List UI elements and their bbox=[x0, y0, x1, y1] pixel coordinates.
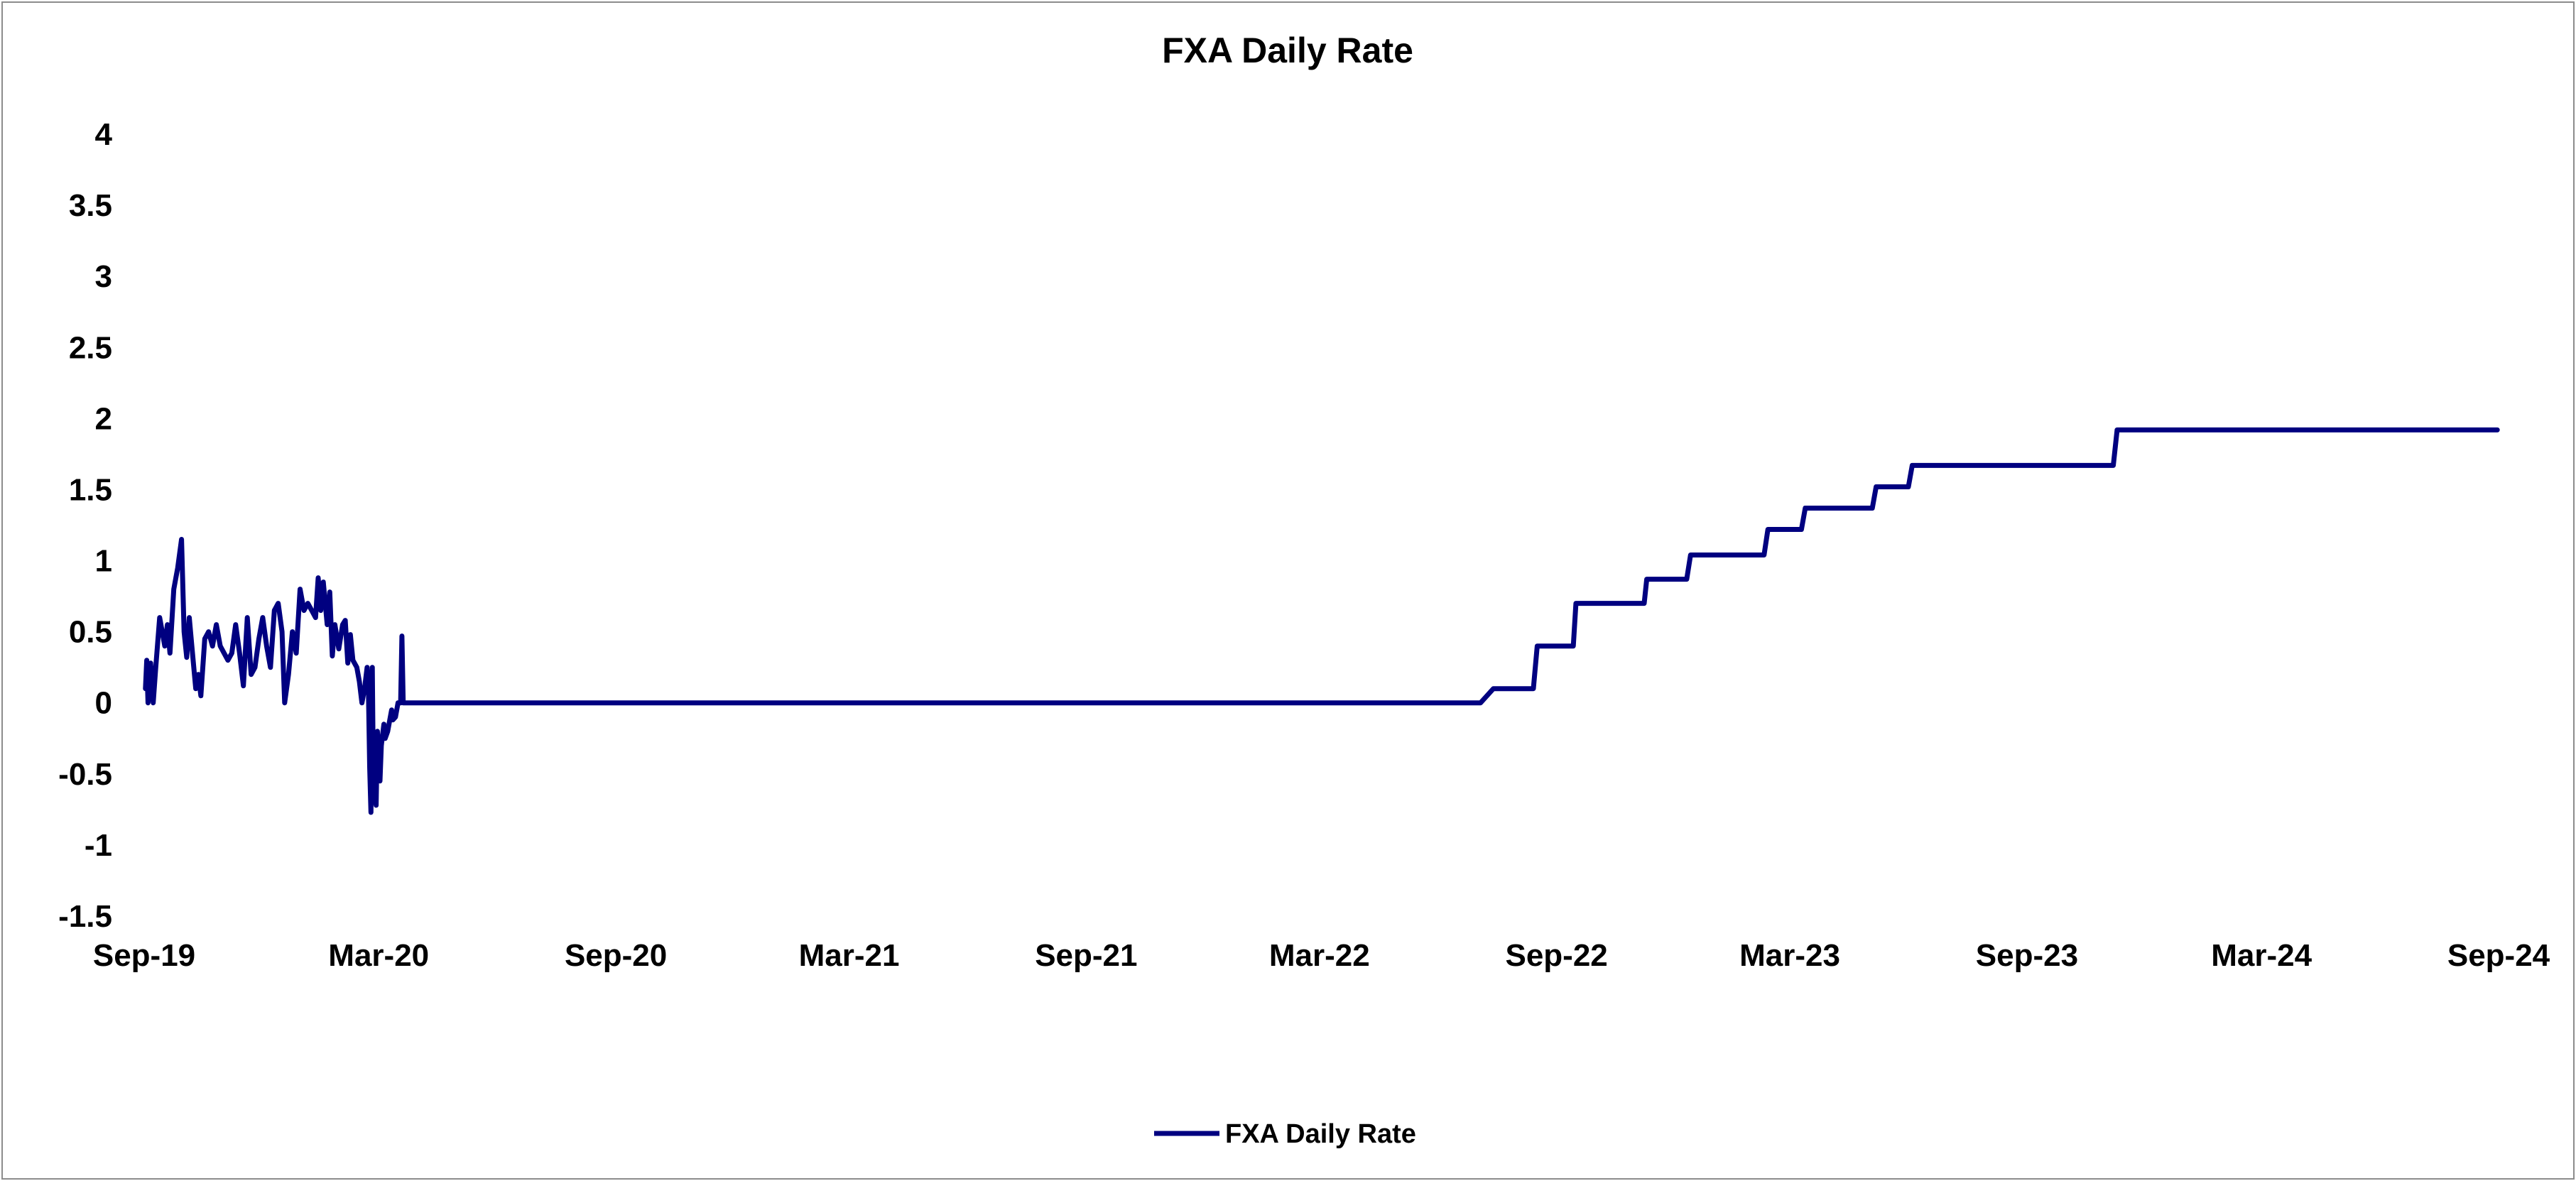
y-tick-label: 0.5 bbox=[69, 615, 112, 650]
y-tick-label: 3.5 bbox=[69, 188, 112, 223]
x-tick-label: Sep-19 bbox=[93, 938, 195, 973]
x-tick-label: Mar-20 bbox=[328, 938, 429, 973]
x-tick-label: Mar-22 bbox=[1269, 938, 1370, 973]
x-tick-label: Mar-21 bbox=[799, 938, 900, 973]
x-tick-label: Sep-23 bbox=[1976, 938, 2078, 973]
chart-title: FXA Daily Rate bbox=[1162, 31, 1413, 70]
x-tick-label: Sep-22 bbox=[1505, 938, 1607, 973]
x-tick-label: Mar-23 bbox=[1739, 938, 1840, 973]
x-tick-label: Sep-20 bbox=[565, 938, 667, 973]
series-line bbox=[143, 427, 2500, 815]
y-tick-label: 1 bbox=[95, 544, 112, 579]
y-tick-label: 0 bbox=[95, 686, 112, 721]
y-axis-ticks: 4 3.5 3 2.5 2 1.5 1 0.5 0 -0.5 -1 -1.5 bbox=[58, 117, 112, 934]
y-tick-label: 2 bbox=[95, 401, 112, 436]
x-tick-label: Sep-24 bbox=[2447, 938, 2550, 973]
y-tick-label: -0.5 bbox=[58, 757, 112, 792]
legend-label: FXA Daily Rate bbox=[1225, 1119, 1416, 1149]
y-tick-label: -1.5 bbox=[58, 899, 112, 934]
plot-area bbox=[143, 427, 2500, 815]
y-tick-label: 4 bbox=[95, 117, 113, 152]
legend: FXA Daily Rate bbox=[1154, 1119, 1416, 1149]
y-tick-label: 2.5 bbox=[69, 330, 112, 365]
x-axis-ticks: Sep-19 Mar-20 Sep-20 Mar-21 Sep-21 Mar-22 Sep-… bbox=[93, 938, 2550, 973]
y-tick-label: -1 bbox=[85, 828, 112, 863]
x-tick-label: Mar-24 bbox=[2211, 938, 2312, 973]
y-tick-label: 3 bbox=[95, 259, 112, 294]
y-tick-label: 1.5 bbox=[69, 472, 112, 507]
x-tick-label: Sep-21 bbox=[1035, 938, 1137, 973]
